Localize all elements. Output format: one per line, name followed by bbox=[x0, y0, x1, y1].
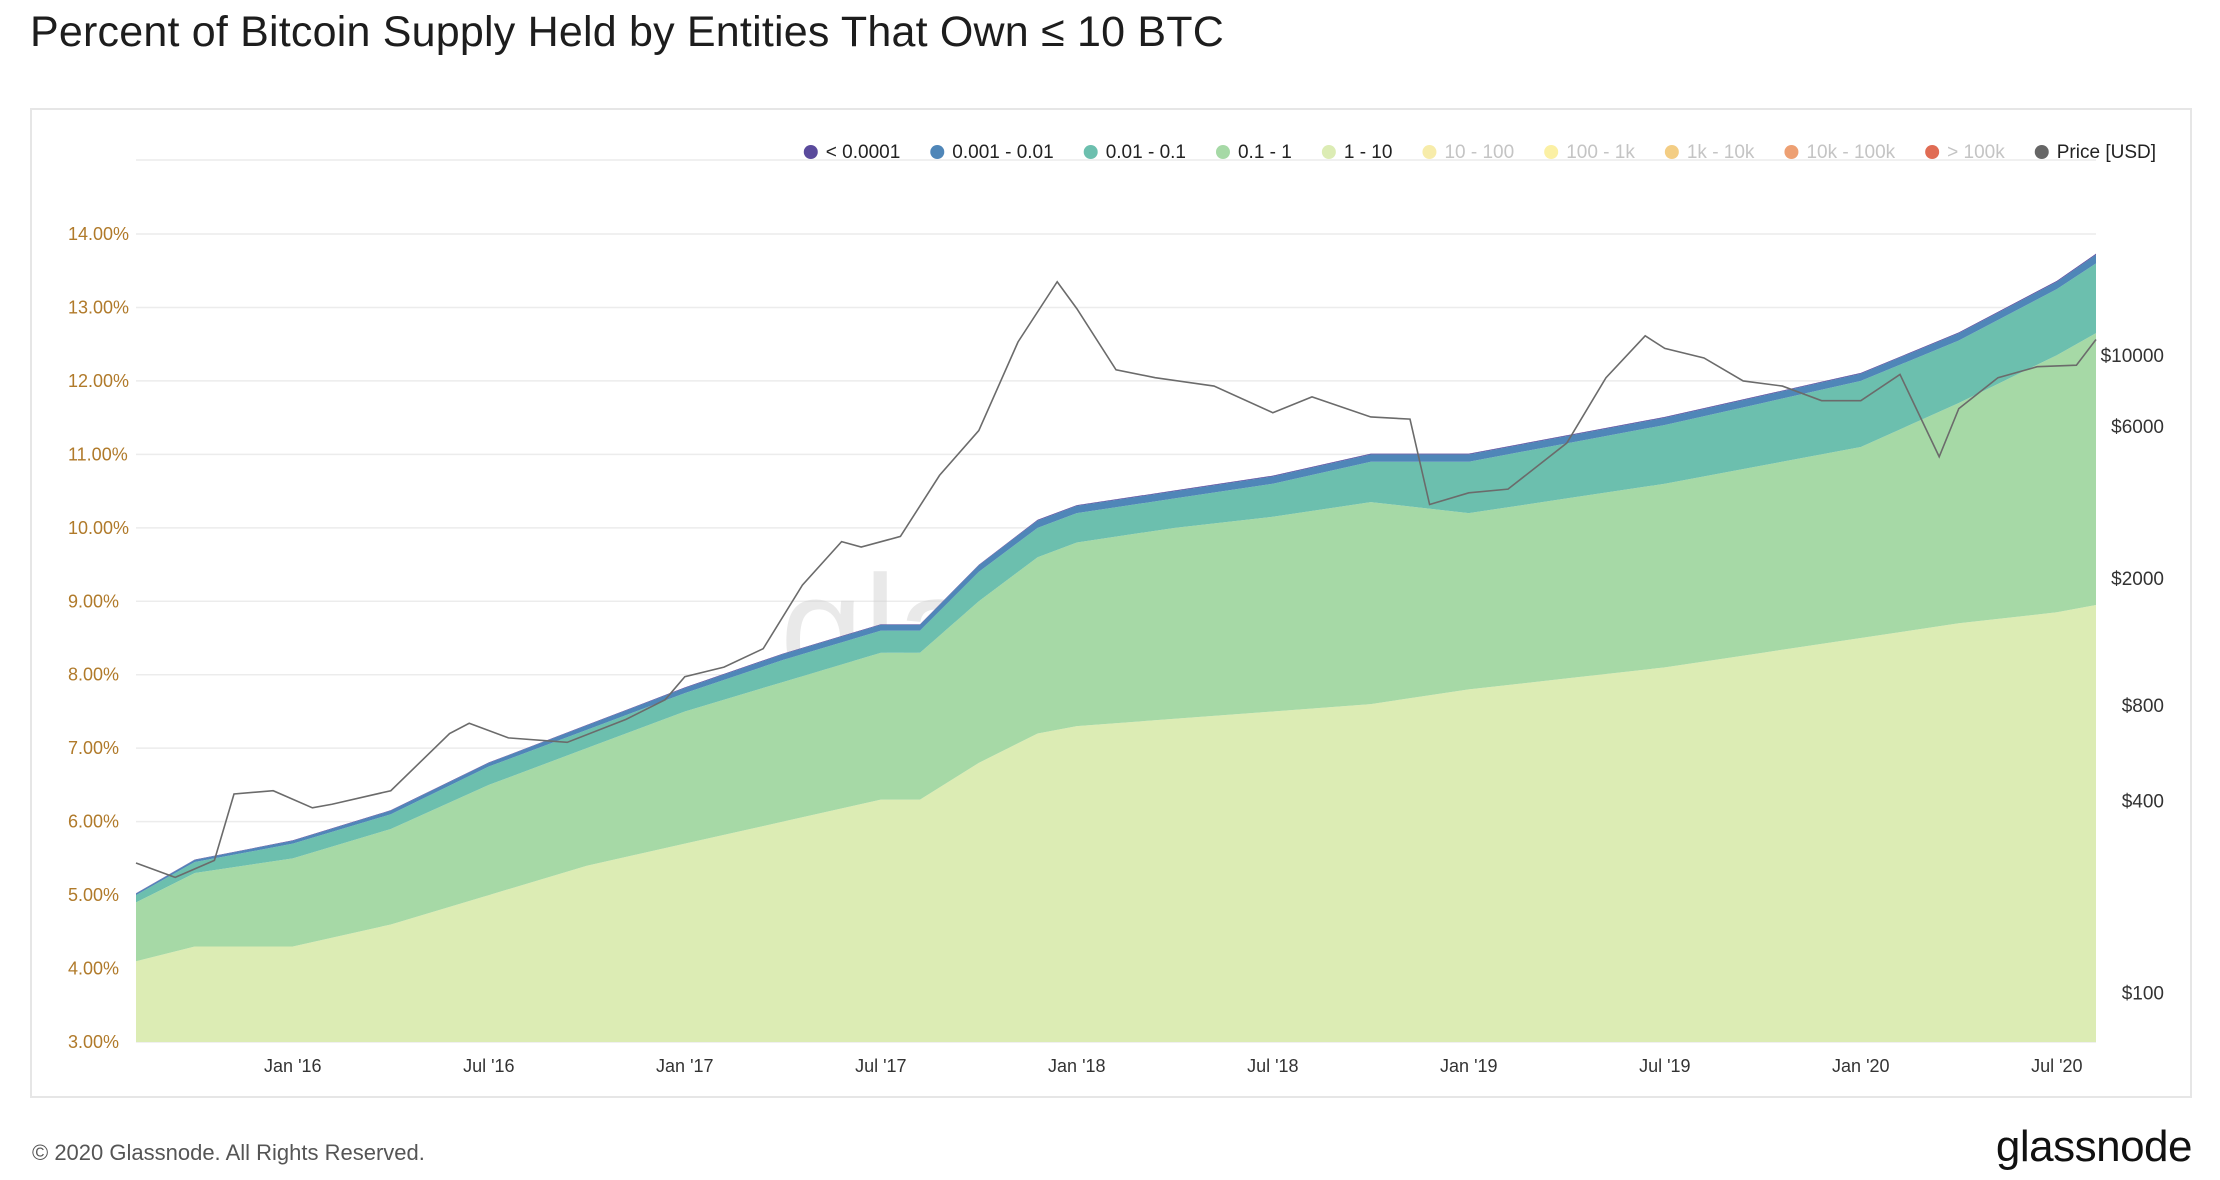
x-tick: Jan '19 bbox=[1440, 1056, 1497, 1076]
legend-item-0-001-0-01[interactable]: 0.001 - 0.01 bbox=[952, 142, 1053, 163]
legend-item-1-10[interactable]: 1 - 10 bbox=[1344, 142, 1393, 163]
legend-dot-1-10[interactable] bbox=[1321, 145, 1336, 159]
y-left-tick: 9.00% bbox=[68, 591, 119, 611]
y-right-tick: $800 bbox=[2122, 696, 2164, 717]
legend-dot-0-001-0-01[interactable] bbox=[930, 145, 945, 159]
area-0-01-0-1 bbox=[136, 263, 2096, 903]
y-right-tick: $2000 bbox=[2111, 569, 2164, 590]
legend-dot-100-1k[interactable] bbox=[1544, 145, 1559, 159]
legend-dot-price-usd[interactable] bbox=[2034, 145, 2049, 159]
page-title: Percent of Bitcoin Supply Held by Entiti… bbox=[30, 8, 1224, 56]
y-left-tick: 12.00% bbox=[68, 371, 129, 391]
x-tick: Jul '17 bbox=[855, 1056, 906, 1076]
y-left-tick: 13.00% bbox=[68, 297, 129, 317]
x-tick: Jan '18 bbox=[1048, 1056, 1105, 1076]
y-left-tick: 3.00% bbox=[68, 1032, 119, 1052]
y-left-tick: 5.00% bbox=[68, 885, 119, 905]
chart: glassnode3.00%4.00%5.00%6.00%7.00%8.00%9… bbox=[68, 142, 2164, 1076]
x-tick: Jul '18 bbox=[1247, 1056, 1298, 1076]
legend-item-0-0001[interactable]: < 0.0001 bbox=[826, 142, 901, 163]
legend-item-0-01-0-1[interactable]: 0.01 - 0.1 bbox=[1106, 142, 1186, 163]
area-0-001-0-01 bbox=[136, 254, 2096, 896]
x-tick: Jul '16 bbox=[463, 1056, 514, 1076]
legend-item-100-1k[interactable]: 100 - 1k bbox=[1566, 142, 1635, 163]
area-1-10 bbox=[136, 604, 2096, 1042]
legend-dot-0-1-1[interactable] bbox=[1215, 145, 1230, 159]
footer-copyright: © 2020 Glassnode. All Rights Reserved. bbox=[32, 1140, 425, 1165]
legend-item-1k-10k[interactable]: 1k - 10k bbox=[1687, 142, 1755, 163]
legend-item-0-1-1[interactable]: 0.1 - 1 bbox=[1238, 142, 1292, 163]
y-right-tick: $100 bbox=[2122, 984, 2164, 1005]
legend-dot-10k-100k[interactable] bbox=[1784, 145, 1799, 159]
legend-dot-0-01-0-1[interactable] bbox=[1083, 145, 1098, 159]
y-right-tick: $10000 bbox=[2101, 346, 2164, 367]
x-tick: Jan '17 bbox=[656, 1056, 713, 1076]
legend-dot-10-100[interactable] bbox=[1422, 145, 1437, 159]
legend-item-10-100[interactable]: 10 - 100 bbox=[1444, 142, 1514, 163]
x-tick: Jul '20 bbox=[2031, 1056, 2082, 1076]
glassnode-logo[interactable]: glassnode bbox=[1995, 1122, 2193, 1171]
y-left-tick: 6.00% bbox=[68, 812, 119, 832]
x-tick: Jan '16 bbox=[264, 1056, 321, 1076]
price-line bbox=[135, 280, 2097, 879]
x-tick: Jul '19 bbox=[1639, 1056, 1690, 1076]
y-left-tick: 11.00% bbox=[68, 444, 128, 464]
y-left-tick: 14.00% bbox=[68, 224, 129, 244]
legend-dot-1k-10k[interactable] bbox=[1664, 145, 1679, 159]
y-left-tick: 8.00% bbox=[68, 665, 119, 685]
legend-item-100k[interactable]: > 100k bbox=[1947, 142, 2005, 163]
legend-item-price-usd[interactable]: Price [USD] bbox=[2057, 142, 2156, 163]
legend-dot-100k[interactable] bbox=[1925, 145, 1940, 159]
y-left-tick: 7.00% bbox=[68, 738, 119, 758]
area-0-1-1 bbox=[136, 333, 2096, 962]
legend-item-10k-100k[interactable]: 10k - 100k bbox=[1806, 142, 1895, 163]
x-tick: Jan '20 bbox=[1832, 1056, 1889, 1076]
y-left-tick: 10.00% bbox=[68, 518, 129, 538]
chart-frame: glassnode3.00%4.00%5.00%6.00%7.00%8.00%9… bbox=[30, 108, 2192, 1098]
legend-dot-0-0001[interactable] bbox=[803, 145, 818, 159]
y-right-tick: $400 bbox=[2122, 792, 2164, 813]
y-left-tick: 4.00% bbox=[68, 959, 119, 979]
y-right-tick: $6000 bbox=[2111, 417, 2164, 438]
